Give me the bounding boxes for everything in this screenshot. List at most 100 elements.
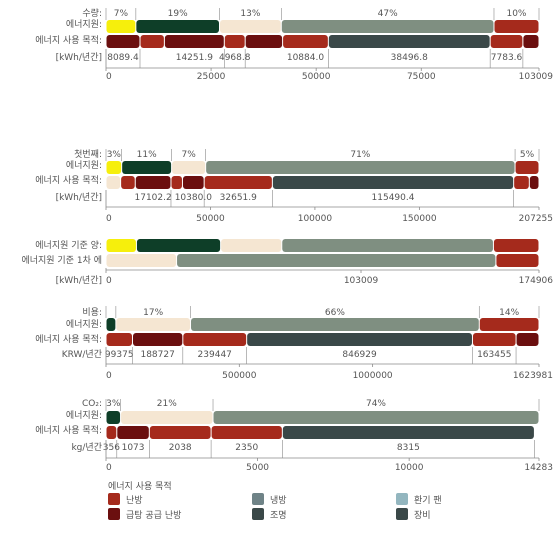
x-tick-label: 0	[106, 463, 112, 473]
use-bar-segment	[247, 333, 472, 346]
row-label: 에너지 사용 목적:	[35, 34, 102, 46]
legend-swatch	[108, 493, 120, 505]
legend-label: 장비	[414, 510, 431, 521]
use-bar-segment	[106, 35, 140, 48]
x-tick-label: 103009	[519, 72, 554, 82]
source-bar-segment	[219, 20, 281, 33]
source-bar-segment	[493, 239, 539, 252]
row-label: 에너지 사용 목적:	[35, 424, 102, 436]
row-label: 에너지원:	[66, 19, 102, 30]
percent-label: 13%	[240, 9, 260, 19]
value-label: 4968.8	[219, 53, 251, 63]
use-bar-segment	[472, 333, 516, 346]
use-bar-segment	[121, 176, 135, 189]
value-label: 163455	[477, 350, 511, 360]
panel-title: 비용:	[82, 307, 102, 318]
source-bar-segment	[281, 20, 494, 33]
source-bar-segment	[221, 239, 282, 252]
value-label: 38496.8	[391, 53, 428, 63]
use-bar-segment	[106, 333, 132, 346]
panel-title: CO₂:	[82, 399, 102, 409]
source-bar-segment	[494, 20, 539, 33]
row-label: 에너지 사용 목적:	[35, 333, 102, 345]
legend-title: 에너지 사용 목적	[108, 480, 172, 492]
value-label: 32651.9	[220, 193, 257, 203]
row-label: 에너지 사용 목적:	[35, 174, 102, 186]
percent-label: 7%	[181, 150, 196, 160]
x-tick-label: 207255	[519, 214, 553, 224]
use-bar-segment	[514, 176, 529, 189]
percent-label: 19%	[168, 9, 188, 19]
x-tick-label: 5000	[246, 463, 269, 473]
x-tick-label: 103009	[344, 276, 379, 286]
value-label: 17102.2	[135, 193, 172, 203]
value-label: 2350	[235, 443, 258, 453]
source-bar-segment	[191, 318, 479, 331]
legend-label: 냉방	[270, 495, 287, 506]
x-tick-label: 1623981	[513, 371, 553, 381]
percent-label: 74%	[366, 399, 386, 409]
use-bar-segment	[245, 35, 283, 48]
use-bar-segment	[183, 333, 247, 346]
use-bar-segment	[516, 333, 539, 346]
use-bar-segment	[164, 35, 224, 48]
value-label: 356	[103, 443, 120, 453]
row-label: 에너지원 기준 1차 에	[21, 254, 102, 266]
legend-swatch	[108, 508, 120, 520]
source-bar-segment	[106, 239, 136, 252]
source-bar-segment	[122, 161, 172, 174]
percent-label: 3%	[106, 399, 121, 409]
unit-label: kg/년간	[71, 442, 102, 453]
panel-title: 첫번째:	[74, 149, 102, 160]
source-bar-segment	[172, 161, 206, 174]
use-bar-segment	[117, 426, 149, 439]
x-tick-label: 0	[106, 72, 112, 82]
percent-label: 71%	[350, 150, 370, 160]
row-label: 에너지원:	[66, 410, 102, 421]
x-tick-label: 1000000	[353, 371, 393, 381]
legend-label: 난방	[126, 495, 143, 506]
legend-label: 조명	[270, 510, 287, 521]
unit-label: [kWh/년간]	[56, 275, 102, 286]
value-label: 1073	[122, 443, 145, 453]
source-bar-segment	[515, 161, 539, 174]
x-tick-label: 0	[106, 276, 112, 286]
source-bar-segment	[213, 411, 539, 424]
x-tick-label: 50000	[302, 72, 331, 82]
use-bar-segment	[523, 35, 539, 48]
x-tick-label: 150000	[402, 214, 437, 224]
use-bar-segment	[272, 176, 514, 189]
use-bar-segment	[149, 426, 211, 439]
use-bar-segment	[140, 35, 164, 48]
use-bar-segment	[496, 254, 539, 267]
percent-label: 17%	[143, 308, 163, 318]
legend-label: 환기 팬	[414, 494, 442, 506]
percent-label: 47%	[378, 9, 398, 19]
x-tick-label: 0	[106, 371, 112, 381]
value-label: 10884.0	[287, 53, 324, 63]
use-bar-segment	[171, 176, 182, 189]
value-label: 99375	[105, 350, 134, 360]
percent-label: 5%	[520, 150, 535, 160]
x-tick-label: 75000	[407, 72, 436, 82]
x-tick-label: 100000	[298, 214, 333, 224]
percent-label: 11%	[137, 150, 157, 160]
source-bar-segment	[106, 161, 122, 174]
value-label: 7783.6	[491, 53, 523, 63]
x-tick-label: 500000	[222, 371, 257, 381]
use-bar-segment	[283, 35, 328, 48]
value-label: 2038	[169, 443, 192, 453]
use-bar-segment	[211, 426, 282, 439]
x-tick-label: 10000	[395, 463, 424, 473]
legend-swatch	[396, 508, 408, 520]
percent-label: 14%	[499, 308, 519, 318]
legend-swatch	[252, 493, 264, 505]
unit-label: KRW/년간	[62, 349, 102, 360]
source-bar-segment	[479, 318, 539, 331]
panel-title: 수량:	[82, 7, 102, 19]
percent-label: 21%	[157, 399, 177, 409]
source-bar-segment	[106, 411, 121, 424]
percent-label: 7%	[114, 9, 129, 19]
percent-label: 66%	[325, 308, 345, 318]
